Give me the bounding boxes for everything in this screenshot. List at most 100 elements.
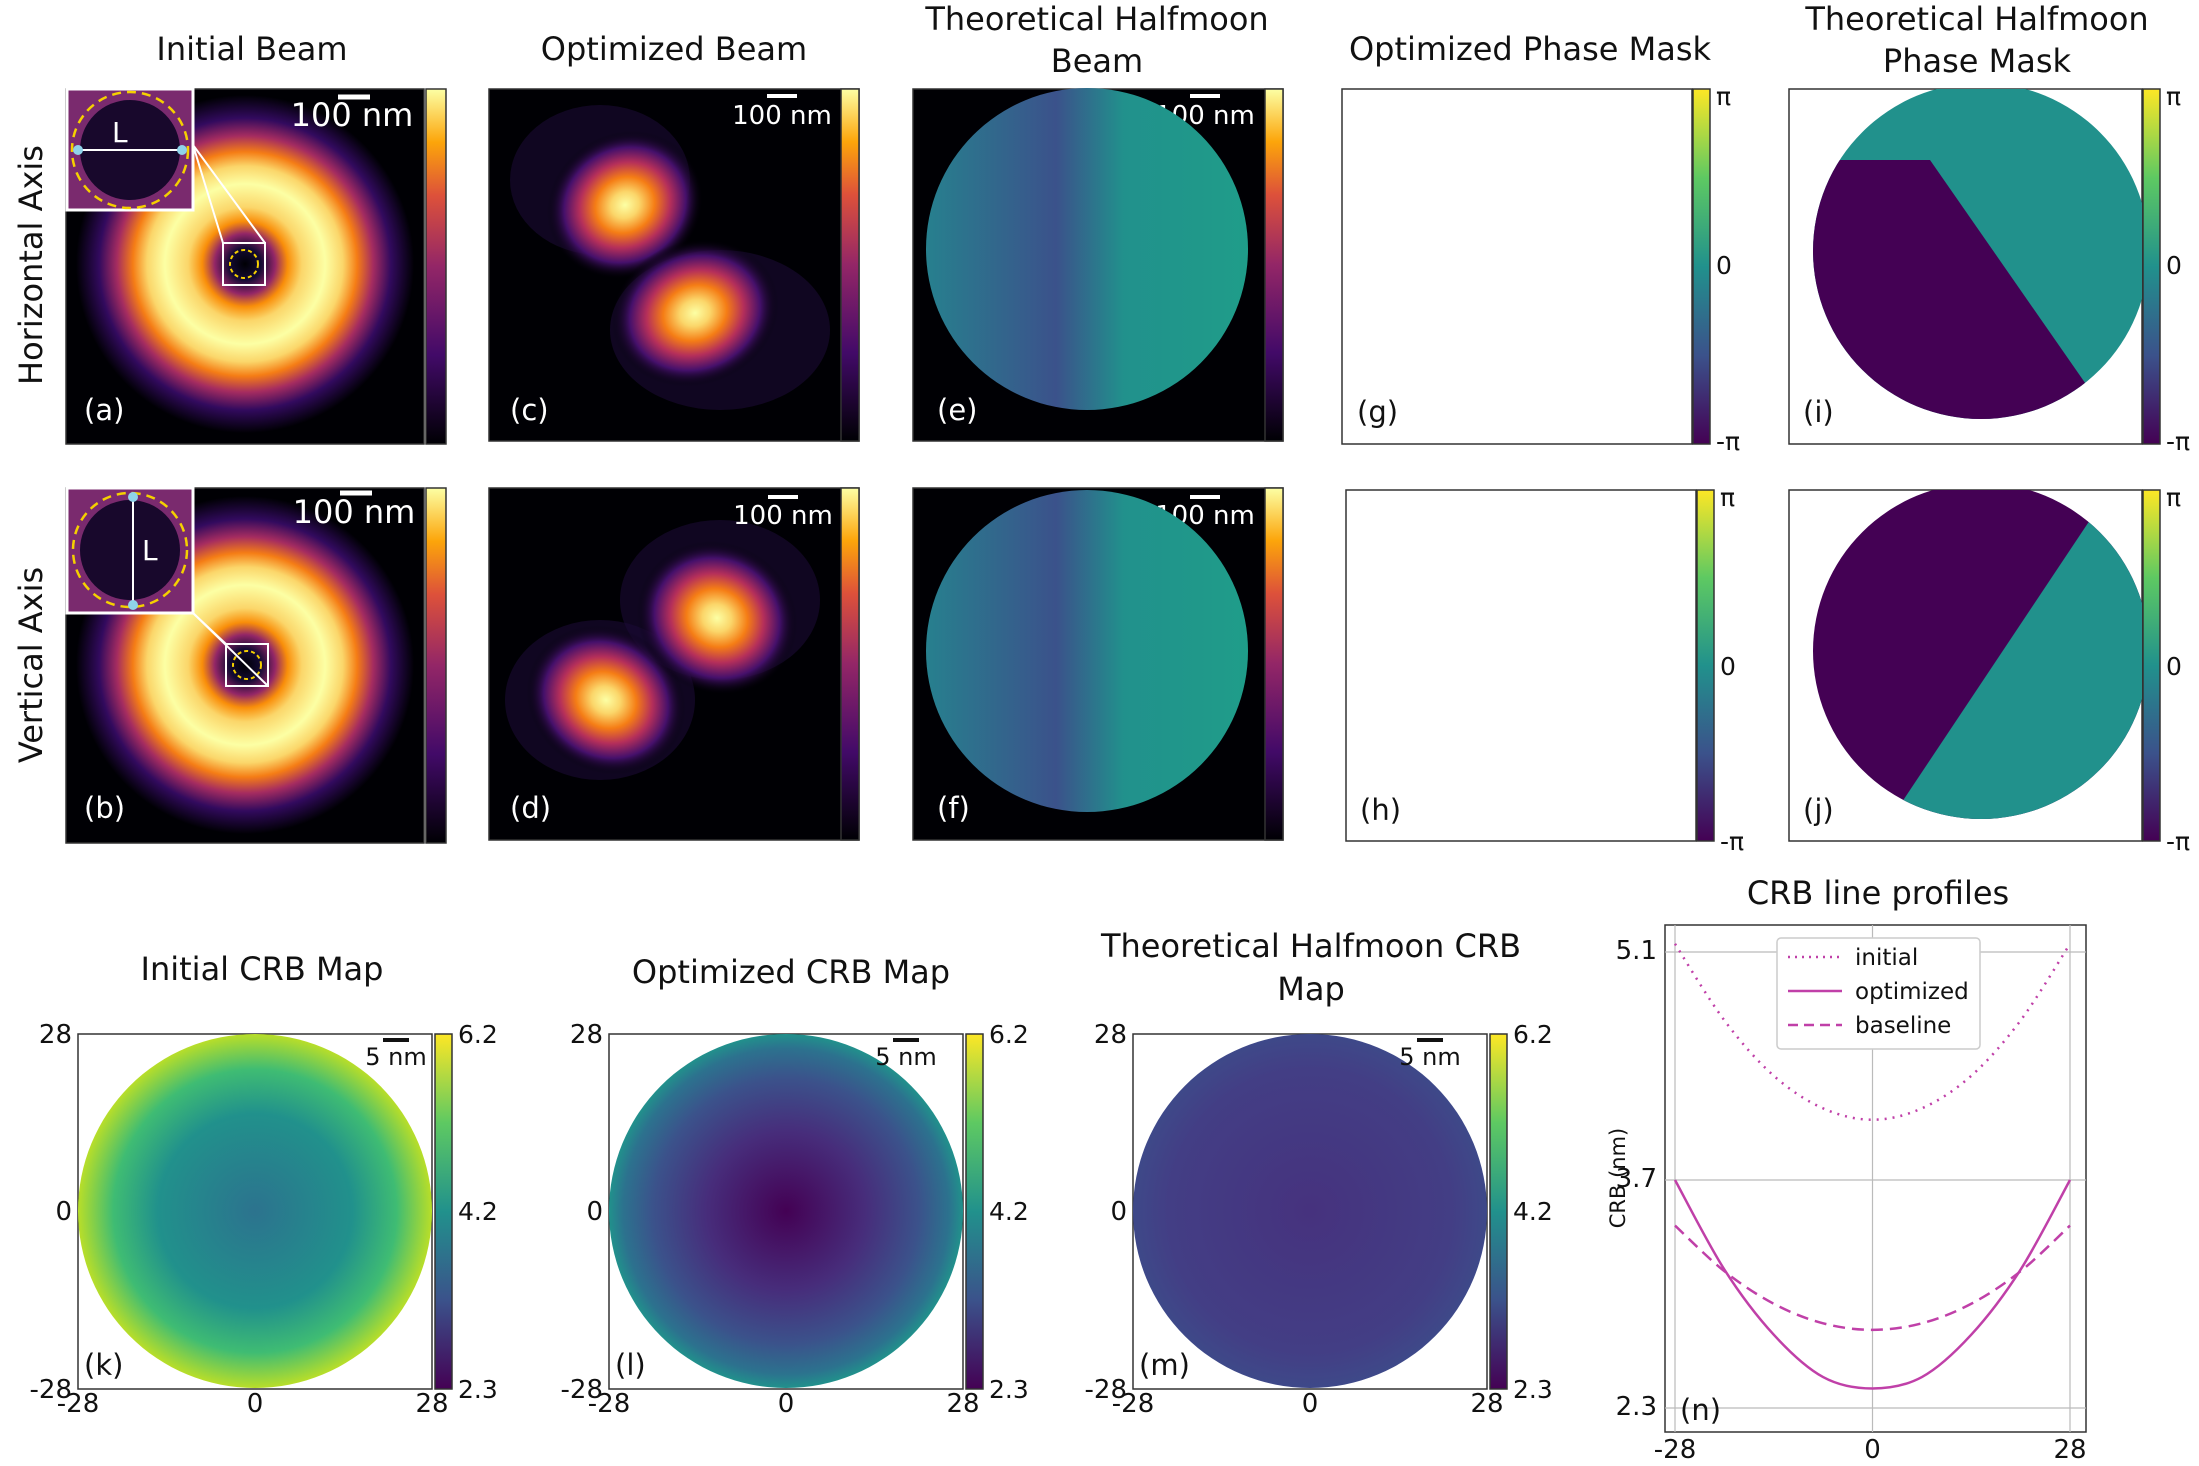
panel-label-h: (h)	[1360, 793, 1401, 827]
colorbar-l	[965, 1033, 984, 1390]
title-initial-crb: Initial CRB Map	[141, 950, 384, 988]
scalebar-c: 100 nm	[732, 101, 832, 131]
xtick-k-minus28: -28	[57, 1389, 99, 1419]
legend-initial: initial	[1855, 945, 1918, 971]
panel-m-halfmoon-crb: 5 nm (m) 28 0 -28 -28 0 28 6.2 4.2 2.3	[1085, 1020, 1553, 1419]
tick-j-minus-pi: -π	[2166, 827, 2190, 856]
panel-k-initial-crb: 5 nm (k) 28 0 -28 -28 0 28 6.2 4.2 2.3	[30, 1020, 498, 1419]
tick-j-zero: 0	[2166, 652, 2182, 681]
title-halfmoon-phase-line1: Theoretical Halfmoon	[1804, 0, 2148, 38]
ytick-l-minus28: -28	[561, 1375, 603, 1405]
ytick-l-28: 28	[570, 1020, 603, 1050]
ytick-k-28: 28	[39, 1020, 72, 1050]
cbtick-l-4.2: 4.2	[989, 1197, 1029, 1226]
title-optimized-phase: Optimized Phase Mask	[1349, 30, 1712, 68]
panel-j-halfmoon-phase-vertical: (j) π 0 -π	[1788, 483, 2190, 856]
colorbar-b	[425, 487, 447, 844]
panel-a-initial-beam-horizontal: L 100 nm (a)	[65, 87, 447, 445]
scalebar-b: 100 nm	[293, 493, 416, 531]
scalebar-a: 100 nm	[291, 96, 414, 134]
panel-b-initial-beam-vertical: L 100 nm (b)	[65, 486, 447, 844]
ytick-m-28: 28	[1094, 1020, 1127, 1050]
chart-ytick-1: 3.7	[1616, 1164, 1657, 1194]
xtick-k-0: 0	[247, 1389, 264, 1419]
tick-h-zero: 0	[1720, 652, 1736, 681]
xtick-m-0: 0	[1302, 1389, 1319, 1419]
scalebar-m: 5 nm	[1399, 1043, 1461, 1071]
scalebar-l: 5 nm	[875, 1043, 937, 1071]
panel-label-i: (i)	[1803, 395, 1834, 429]
xtick-l-minus28: -28	[588, 1389, 630, 1419]
title-halfmoon-beam-line1: Theoretical Halfmoon	[924, 0, 1268, 38]
panel-label-a: (a)	[84, 393, 124, 427]
colorbar-c	[840, 88, 860, 442]
xtick-l-0: 0	[778, 1389, 795, 1419]
panel-label-b: (b)	[84, 791, 125, 825]
tick-i-minus-pi: -π	[2166, 427, 2190, 456]
chart-ytick-2: 2.3	[1616, 1392, 1657, 1422]
scalebar-k: 5 nm	[365, 1043, 427, 1071]
panel-label-c: (c)	[510, 393, 549, 427]
inset-label-L: L	[112, 116, 128, 149]
chart-series-optimized	[1673, 1179, 2072, 1390]
panel-h-optimized-phase-vertical: (h) π 0 -π	[926, 483, 1744, 856]
chart-xtick-1: 0	[1864, 1435, 1881, 1465]
colorbar-a	[425, 88, 447, 445]
colorbar-e	[1264, 88, 1284, 442]
chart-ytick-0: 5.1	[1616, 936, 1657, 966]
xtick-m-28: 28	[1470, 1389, 1503, 1419]
chart-xtick-2: 28	[2053, 1435, 2086, 1465]
title-halfmoon-crb-line1: Theoretical Halfmoon CRB	[1100, 927, 1521, 965]
colorbar-i	[2142, 88, 2161, 445]
cbtick-k-6.2: 6.2	[458, 1020, 498, 1049]
legend-baseline: baseline	[1855, 1013, 1951, 1039]
ytick-m-0: 0	[1110, 1197, 1127, 1227]
tick-h-pi: π	[1720, 483, 1735, 512]
cbtick-l-6.2: 6.2	[989, 1020, 1029, 1049]
chart-legend: initial optimized baseline	[1776, 937, 1981, 1050]
colorbar-h	[1696, 489, 1715, 842]
cbtick-l-2.3: 2.3	[989, 1375, 1029, 1404]
cbtick-k-4.2: 4.2	[458, 1197, 498, 1226]
cbtick-m-4.2: 4.2	[1513, 1197, 1553, 1226]
row-label-vertical: Vertical Axis	[12, 567, 50, 763]
colorbar-g	[1692, 88, 1711, 445]
title-optimized-crb: Optimized CRB Map	[632, 953, 950, 991]
scalebar-d: 100 nm	[733, 501, 833, 531]
panel-d-optimized-beam-vertical: 100 nm (d)	[488, 487, 860, 841]
panel-c-optimized-beam-horizontal: 100 nm (c)	[488, 88, 860, 442]
colorbar-d	[840, 487, 860, 841]
ytick-k-0: 0	[55, 1197, 72, 1227]
panel-label-m: (m)	[1139, 1348, 1190, 1382]
cbtick-k-2.3: 2.3	[458, 1375, 498, 1404]
panel-i-halfmoon-phase-horizontal: (i) π 0 -π	[1788, 82, 2190, 456]
panel-label-f: (f)	[937, 791, 970, 825]
title-halfmoon-beam-line2: Beam	[1051, 42, 1143, 80]
panel-label-k: (k)	[84, 1348, 123, 1382]
inset-zoom-vertical: L	[65, 486, 195, 615]
colorbar-m	[1489, 1033, 1508, 1390]
tick-g-pi: π	[1716, 82, 1731, 111]
panel-label-j: (j)	[1803, 793, 1834, 827]
panel-n-crb-line-profiles: CRB line profiles 5.1 3.7 2.3 -28 0 28 CRB (n…	[1606, 874, 2087, 1465]
title-halfmoon-phase-line2: Phase Mask	[1883, 42, 2072, 80]
panel-label-d: (d)	[510, 791, 551, 825]
tick-h-minus-pi: -π	[1720, 827, 1744, 856]
xtick-m-minus28: -28	[1112, 1389, 1154, 1419]
title-optimized-beam: Optimized Beam	[541, 30, 807, 68]
colorbar-j	[2142, 489, 2161, 842]
cbtick-m-6.2: 6.2	[1513, 1020, 1553, 1049]
tick-j-pi: π	[2166, 483, 2181, 512]
chart-series-initial	[1673, 943, 2072, 1121]
ytick-k-minus28: -28	[30, 1375, 72, 1405]
tick-g-minus-pi: -π	[1716, 427, 1740, 456]
panel-label-n: (n)	[1680, 1393, 1721, 1427]
cbtick-m-2.3: 2.3	[1513, 1375, 1553, 1404]
title-initial-beam: Initial Beam	[156, 30, 347, 68]
panel-g-optimized-phase-horizontal: (g) π 0 -π	[926, 82, 1740, 456]
inset-zoom-horizontal: L	[65, 87, 195, 212]
title-halfmoon-crb-line2: Map	[1277, 970, 1345, 1008]
colorbar-k	[434, 1033, 453, 1390]
chart-title: CRB line profiles	[1747, 874, 2009, 912]
chart-xtick-0: -28	[1654, 1435, 1696, 1465]
